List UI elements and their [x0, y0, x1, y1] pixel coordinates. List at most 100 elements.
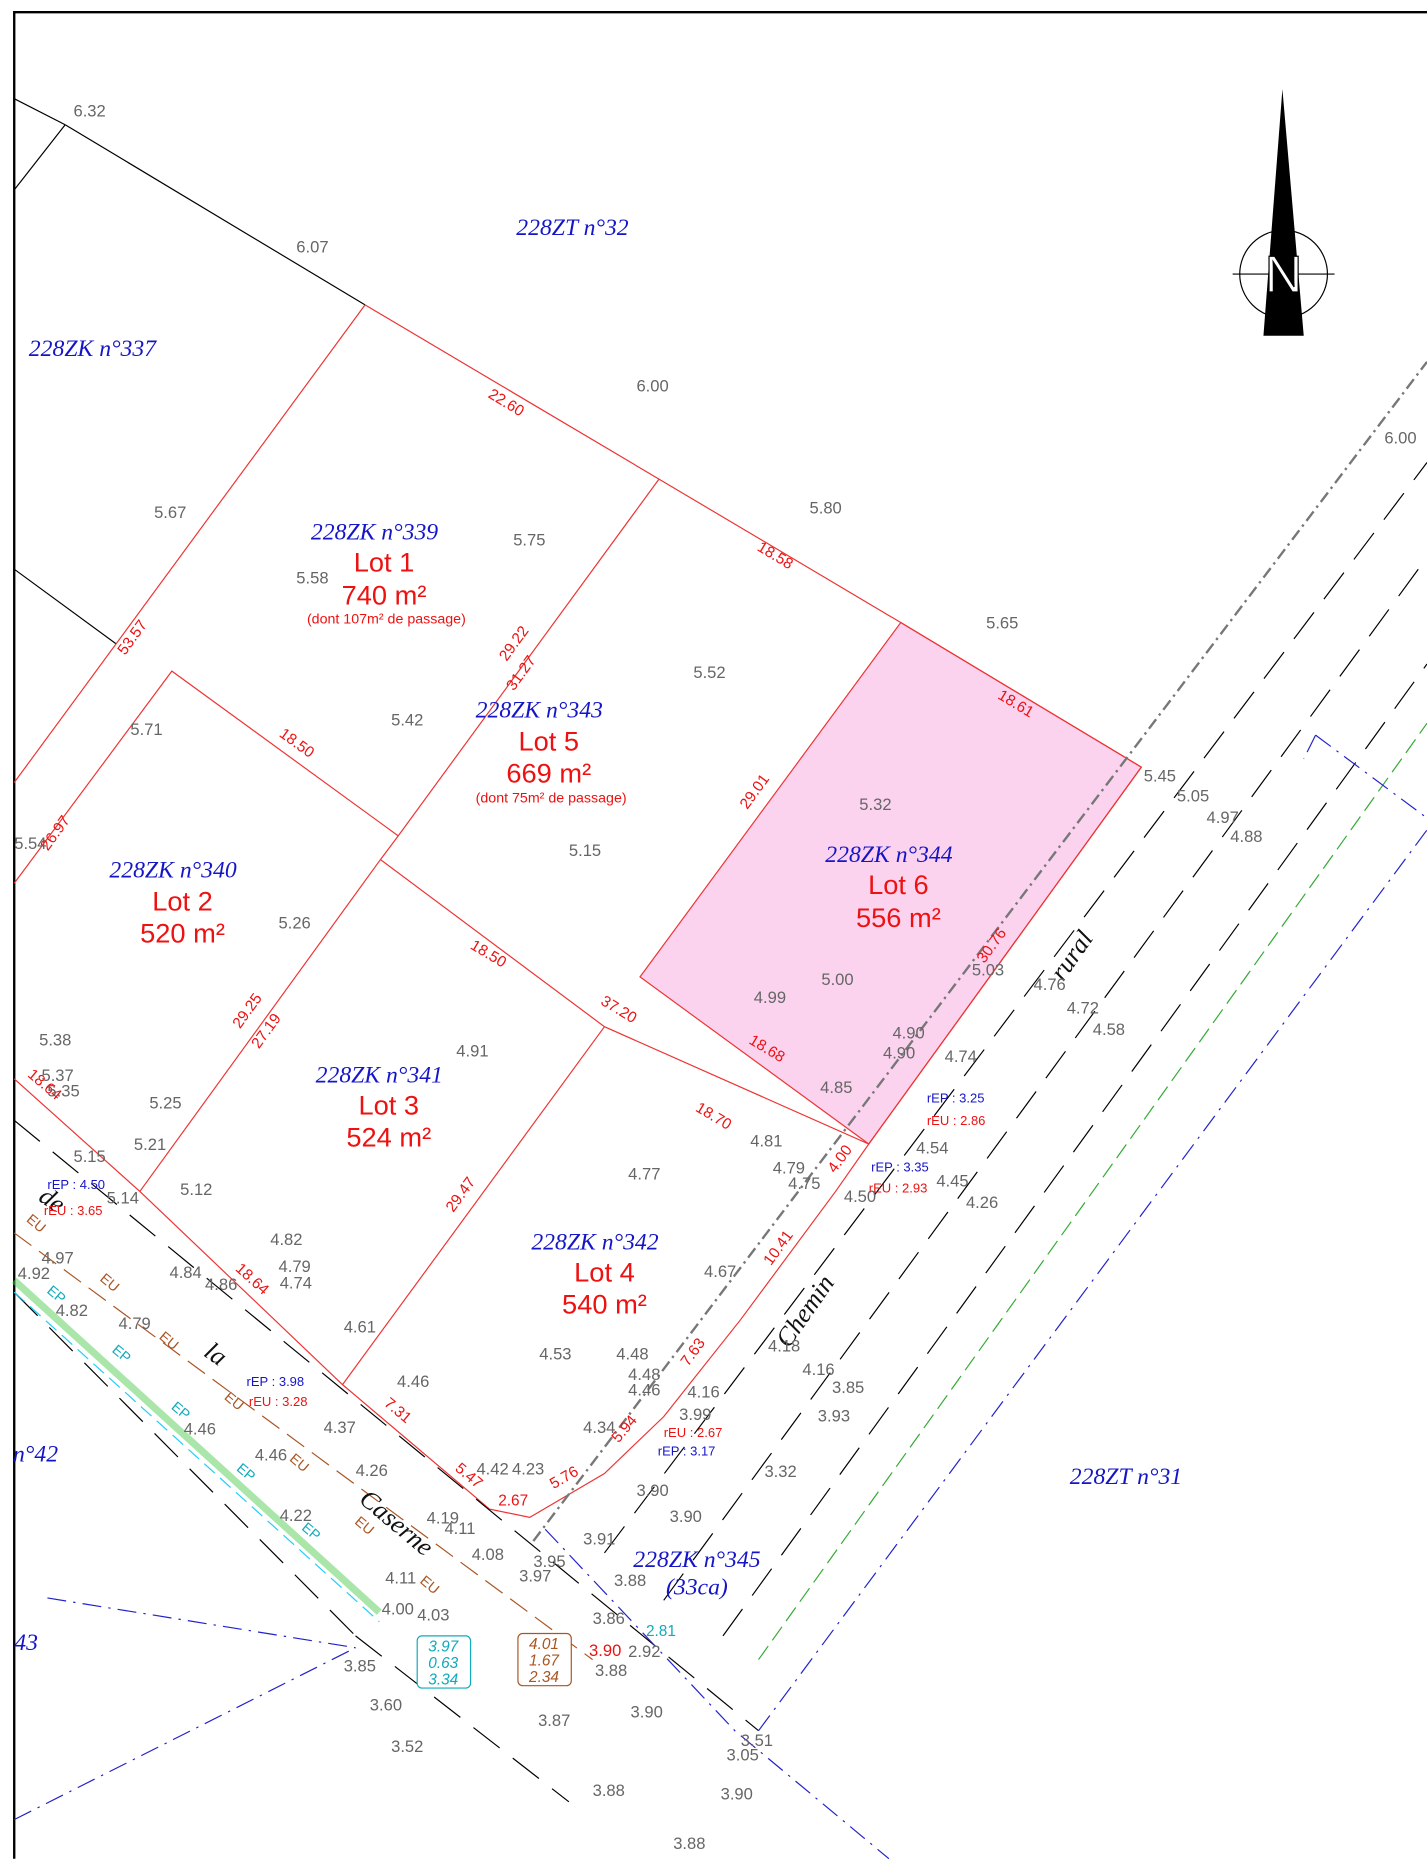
elevation: 5.71 [130, 720, 162, 739]
network-label: rEP : 4.50 [47, 1177, 105, 1192]
elevation: 4.86 [205, 1275, 237, 1294]
elevation: 4.99 [754, 988, 786, 1007]
elevation: 4.84 [169, 1263, 201, 1282]
elevation: 3.90 [631, 1703, 663, 1722]
parcel-label: 228ZK n°345 [633, 1547, 760, 1573]
elevation: 3.90 [670, 1507, 702, 1526]
elevation: 4.23 [512, 1460, 544, 1479]
elevation: 3.88 [673, 1834, 705, 1853]
dimension: 18.58 [754, 539, 796, 573]
elevation: 4.46 [255, 1445, 287, 1464]
elevation: 4.82 [270, 1230, 302, 1249]
elevation: 4.48 [628, 1365, 660, 1384]
elevation: 4.75 [788, 1174, 820, 1193]
elevation: 5.67 [154, 503, 186, 522]
elevation: 4.76 [1034, 975, 1066, 994]
elevation: 3.86 [593, 1609, 625, 1628]
elevation: 4.74 [280, 1274, 312, 1293]
elevation: 4.82 [56, 1301, 88, 1320]
dimension: 18.70 [693, 1099, 735, 1133]
lot-parcel: 228ZK n°344 [825, 842, 952, 868]
elevation: 5.54 [14, 834, 46, 853]
elevation: 4.11 [444, 1519, 475, 1538]
elevation: 4.92 [18, 1264, 50, 1283]
elevation: 5.45 [1144, 766, 1176, 785]
dimension: 22.60 [485, 386, 527, 420]
elevation: 5.05 [1177, 786, 1209, 805]
level-value: 3.97 [428, 1638, 459, 1655]
elevation: 4.26 [356, 1461, 388, 1480]
dimension: 7.31 [381, 1395, 415, 1427]
elevation: 4.72 [1067, 999, 1099, 1018]
lot-area: 556 m² [856, 902, 941, 933]
lot-note: (dont 107m² de passage) [307, 612, 466, 628]
elevation: 4.79 [773, 1159, 805, 1178]
elevation: 4.81 [750, 1131, 782, 1150]
network-code: EU [156, 1329, 181, 1354]
elevation: 4.58 [1093, 1020, 1125, 1039]
lot-name: Lot 2 [152, 886, 213, 917]
dimension: 18.64 [232, 1260, 272, 1299]
elevation: 3.60 [370, 1696, 402, 1715]
parcel-label: (33ca) [666, 1574, 728, 1600]
elevation: 3.99 [679, 1405, 711, 1424]
elevation: 4.48 [616, 1345, 648, 1364]
elevation: 5.35 [47, 1082, 79, 1101]
elevation: 6.00 [636, 376, 668, 395]
elevation: 6.32 [73, 101, 105, 120]
lot-name: Lot 1 [354, 547, 415, 578]
elevation: 4.42 [476, 1460, 508, 1479]
elevation: 5.58 [296, 568, 328, 587]
level-value: 1.67 [529, 1653, 560, 1670]
road-name: la [199, 1336, 232, 1371]
elevation: 4.97 [1207, 808, 1239, 827]
lot-area: 524 m² [346, 1121, 431, 1152]
dimension: 37.20 [598, 993, 640, 1027]
mark: 3.90 [589, 1641, 621, 1660]
elevation: 4.03 [417, 1605, 449, 1624]
level-value: 0.63 [428, 1655, 458, 1672]
elevation: 4.19 [427, 1508, 459, 1527]
elevation: 3.88 [614, 1571, 646, 1590]
network-code: EU [221, 1389, 246, 1414]
elevation: 3.85 [344, 1656, 376, 1675]
elevation: 4.74 [945, 1047, 977, 1066]
lot-name: Lot 6 [868, 869, 929, 900]
elevation: 4.77 [628, 1165, 660, 1184]
parcel-label: 228ZT n°32 [516, 215, 629, 241]
elevation: 5.75 [513, 530, 545, 549]
network-code: EU [417, 1573, 442, 1598]
elevation: 4.79 [279, 1257, 311, 1276]
elevation: 4.22 [280, 1506, 312, 1525]
network-label: rEP : 3.25 [927, 1091, 985, 1106]
elevation: 3.85 [832, 1378, 864, 1397]
elevation: 4.97 [41, 1249, 73, 1268]
elevation: 4.00 [382, 1600, 414, 1619]
elevation: 5.37 [41, 1066, 73, 1085]
elevation: 5.52 [693, 663, 725, 682]
north-label: N [1265, 246, 1303, 304]
network-label: rEP : 3.98 [247, 1374, 305, 1389]
elevation: 4.16 [802, 1360, 834, 1379]
level-value: 2.34 [528, 1669, 559, 1686]
elevation: 5.38 [39, 1031, 71, 1050]
elevation: 3.88 [595, 1661, 627, 1680]
lot-parcel: 228ZK n°341 [316, 1062, 443, 1088]
lot-area: 520 m² [140, 918, 225, 949]
elevation: 5.15 [73, 1147, 105, 1166]
network-code: EP [109, 1342, 134, 1366]
lot-area: 740 m² [342, 580, 427, 611]
elevation: 4.91 [456, 1041, 488, 1060]
elevation: 5.42 [391, 711, 423, 730]
elevation: 4.88 [1230, 827, 1262, 846]
lot-name: Lot 5 [518, 726, 579, 757]
lot-note: (dont 75m² de passage) [476, 791, 627, 807]
elevation: 5.25 [149, 1093, 181, 1112]
lot-parcel: 228ZK n°339 [311, 520, 438, 546]
elevation: 6.00 [1384, 429, 1416, 448]
elevation: 5.03 [972, 961, 1004, 980]
elevation: 3.88 [593, 1781, 625, 1800]
elevation: 4.53 [539, 1345, 571, 1364]
elevation: 4.61 [344, 1317, 376, 1336]
elevation: 4.18 [768, 1336, 800, 1355]
